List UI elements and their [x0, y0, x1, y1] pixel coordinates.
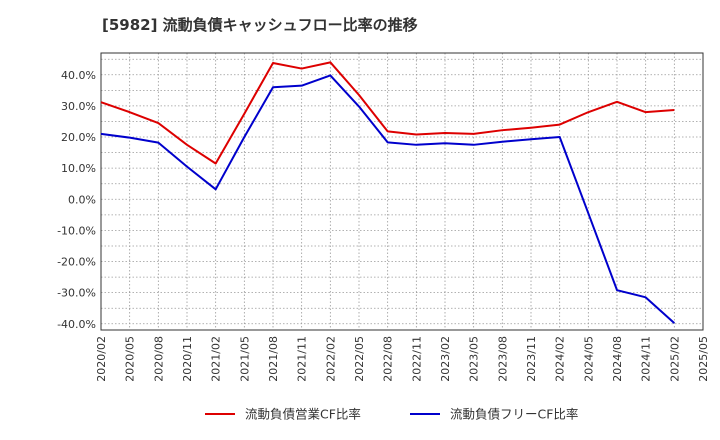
- x-tick-label: 2022/11: [410, 336, 423, 382]
- x-tick-label: 2023/08: [496, 336, 509, 382]
- chart-title: [5982] 流動負債キャッシュフロー比率の推移: [102, 16, 418, 34]
- legend-layer: 流動負債営業CF比率 流動負債フリーCF比率: [205, 407, 578, 422]
- x-tick-label: 2023/02: [439, 336, 452, 382]
- x-tick-label: 2022/02: [324, 336, 337, 382]
- x-tick-label: 2023/05: [468, 336, 481, 382]
- legend-label-1: 流動負債フリーCF比率: [450, 407, 578, 422]
- x-tick-label: 2022/08: [382, 336, 395, 382]
- x-tick-label: 2025/02: [668, 336, 681, 382]
- y-tick-label: -10.0%: [57, 224, 96, 237]
- y-tick-label: 20.0%: [61, 131, 96, 144]
- y-tick-label: -40.0%: [57, 318, 96, 331]
- plot-frame: [100, 52, 704, 331]
- x-tick-label: 2025/05: [697, 336, 710, 382]
- x-tick-label: 2022/05: [353, 336, 366, 382]
- x-tick-label: 2020/05: [124, 336, 137, 382]
- plot-background: [101, 53, 703, 330]
- x-tick-label: 2024/05: [582, 336, 595, 382]
- axis-layer: 40.0% 30.0% 20.0% 10.0% 0.0% -10.0% -20.0% -30.…: [57, 52, 710, 382]
- series-line-0: [100, 61, 675, 165]
- x-tick-label: 2020/11: [181, 336, 194, 382]
- y-tick-label: 40.0%: [61, 69, 96, 82]
- series-layer: [100, 61, 675, 324]
- legend-label-0: 流動負債営業CF比率: [245, 407, 361, 422]
- y-tick-label: 0.0%: [68, 193, 96, 206]
- x-tick-label: 2021/05: [238, 336, 251, 382]
- x-tick-label: 2020/02: [95, 336, 108, 382]
- series-line-1: [100, 74, 675, 324]
- y-tick-label: -20.0%: [57, 256, 96, 269]
- x-tick-label: 2021/02: [210, 336, 223, 382]
- y-tick-label: 10.0%: [61, 162, 96, 175]
- x-tick-label: 2021/11: [296, 336, 309, 382]
- x-tick-label: 2020/08: [152, 336, 165, 382]
- y-tick-label: -30.0%: [57, 287, 96, 300]
- x-tick-label: 2024/11: [640, 336, 653, 382]
- x-tick-label: 2021/08: [267, 336, 280, 382]
- x-tick-label: 2023/11: [525, 336, 538, 382]
- x-tick-label: 2024/02: [554, 336, 567, 382]
- y-tick-label: 30.0%: [61, 100, 96, 113]
- grid-layer: [100, 53, 704, 330]
- x-tick-label: 2024/08: [611, 336, 624, 382]
